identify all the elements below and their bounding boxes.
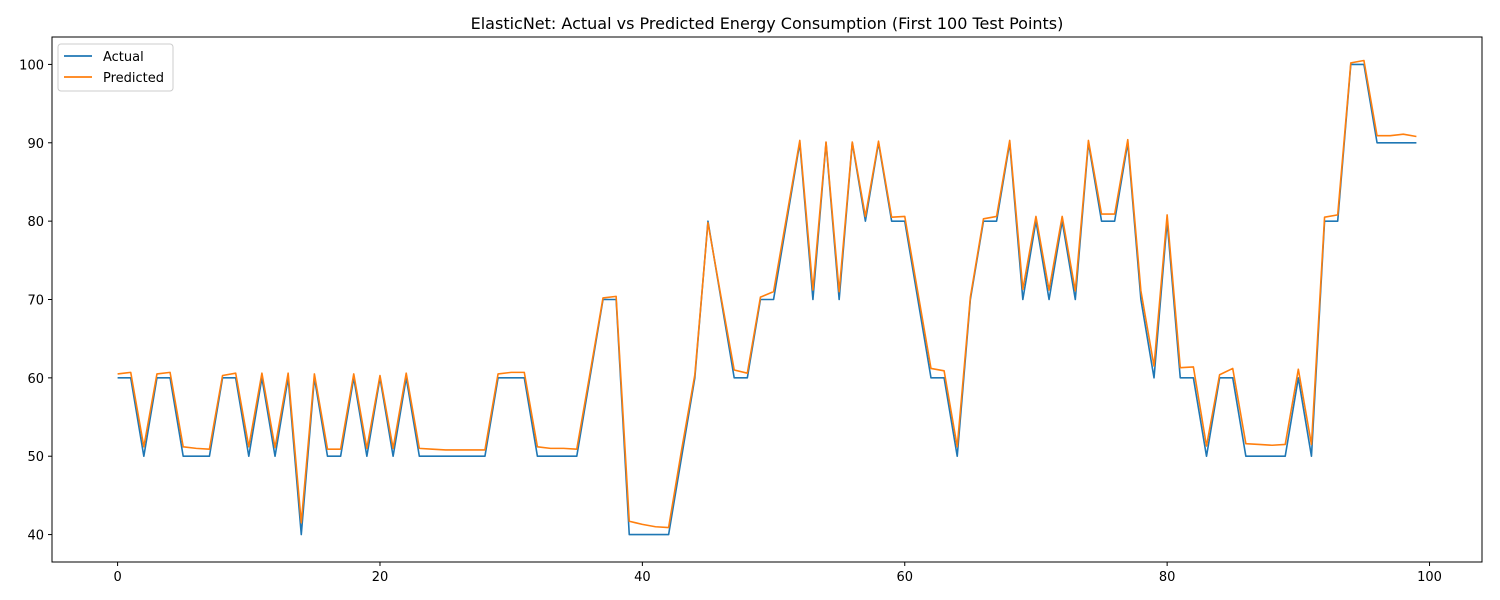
plot-area <box>117 59 1417 536</box>
legend-label-actual: Actual <box>103 50 144 65</box>
x-tick-label: 0 <box>113 570 121 585</box>
x-tick-label: 60 <box>896 570 913 585</box>
x-tick-label: 80 <box>1159 570 1176 585</box>
axes: 0 20 40 60 80 100 40 50 60 70 80 90 100 <box>19 36 1483 585</box>
legend: Actual Predicted <box>57 43 174 92</box>
legend-label-predicted: Predicted <box>103 71 164 86</box>
y-tick-label: 50 <box>27 450 44 465</box>
y-tick-label: 100 <box>19 58 44 73</box>
x-tick-label: 100 <box>1417 570 1442 585</box>
y-tick-label: 40 <box>27 529 44 544</box>
x-tick-label: 40 <box>634 570 651 585</box>
series-line-predicted <box>117 59 1417 529</box>
y-tick-label: 60 <box>27 372 44 387</box>
chart-title: ElasticNet: Actual vs Predicted Energy C… <box>471 14 1064 33</box>
y-tick-label: 80 <box>27 215 44 230</box>
x-tick-label: 20 <box>372 570 389 585</box>
y-tick-label: 90 <box>27 137 44 152</box>
y-tick-label: 70 <box>27 294 44 309</box>
series-line-actual <box>117 63 1417 536</box>
